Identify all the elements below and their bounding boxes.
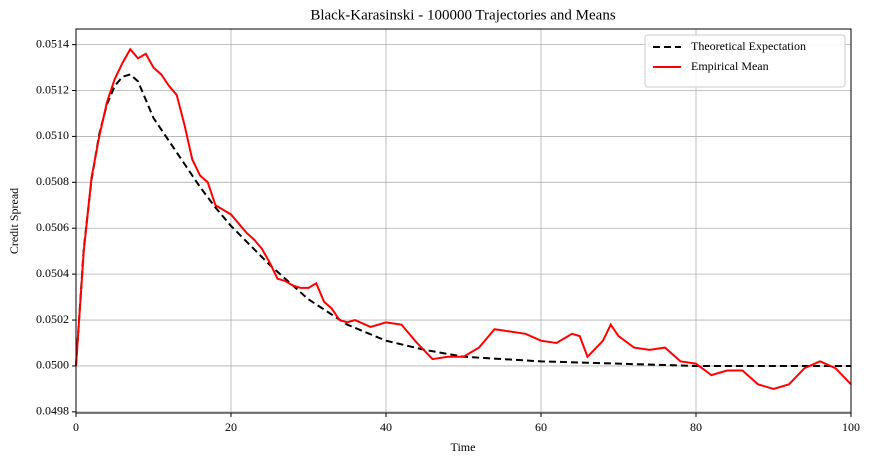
x-tick-label: 60 [535,420,547,434]
x-axis-label: Time [451,440,476,454]
x-tick-label: 100 [842,420,860,434]
line-series [75,47,852,390]
y-tick-label: 0.0510 [36,128,69,142]
x-tick-label: 0 [73,420,79,434]
y-tick-label: 0.0508 [36,174,69,188]
x-tick-label: 80 [690,420,702,434]
line-series [75,73,851,367]
legend-label: Empirical Mean [691,59,769,73]
y-tick-label: 0.0498 [36,404,69,418]
chart-title: Black-Karasinski - 100000 Trajectories a… [310,7,616,23]
y-tick-label: 0.0500 [36,358,69,372]
y-tick-label: 0.0504 [36,266,69,280]
y-axis-label: Credit Spread [7,188,21,254]
plot-frame [75,28,852,414]
y-tick-label: 0.0502 [36,312,69,326]
y-tick-label: 0.0512 [36,82,69,96]
legend-label: Theoretical Expectation [691,39,806,53]
y-tick-label: 0.0506 [36,220,69,234]
y-tick-label: 0.0514 [36,36,69,50]
legend-box [644,34,846,88]
x-tick-label: 40 [380,420,392,434]
x-tick-label: 20 [225,420,237,434]
